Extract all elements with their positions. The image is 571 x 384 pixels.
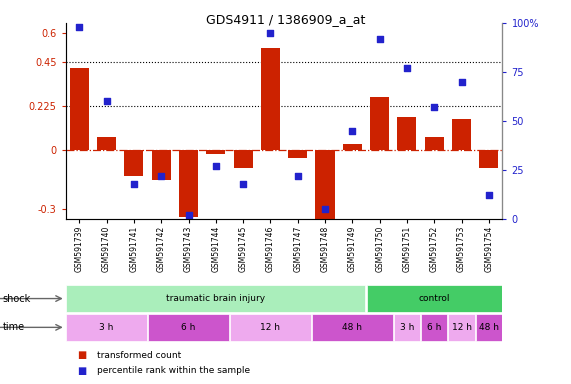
- Bar: [230, 314, 311, 341]
- Point: [266, 30, 275, 36]
- Point: [130, 180, 139, 187]
- Text: transformed count: transformed count: [97, 351, 182, 360]
- Bar: [179, 151, 198, 217]
- Point: [102, 98, 111, 104]
- Bar: [148, 314, 229, 341]
- Bar: [476, 314, 502, 341]
- Point: [239, 180, 248, 187]
- Point: [348, 127, 357, 134]
- Text: percentile rank within the sample: percentile rank within the sample: [97, 366, 250, 375]
- Bar: [70, 68, 89, 151]
- Bar: [448, 314, 475, 341]
- Bar: [312, 314, 393, 341]
- Bar: [124, 151, 143, 176]
- Text: GDS4911 / 1386909_a_at: GDS4911 / 1386909_a_at: [206, 13, 365, 26]
- Point: [484, 192, 493, 199]
- Point: [156, 173, 166, 179]
- Text: control: control: [419, 294, 450, 303]
- Text: 12 h: 12 h: [452, 323, 472, 332]
- Point: [429, 104, 439, 110]
- Bar: [394, 314, 420, 341]
- Point: [375, 36, 384, 42]
- Text: 3 h: 3 h: [400, 323, 414, 332]
- Text: 6 h: 6 h: [182, 323, 196, 332]
- Text: shock: shock: [3, 293, 31, 304]
- Point: [403, 65, 412, 71]
- Point: [320, 206, 329, 212]
- Bar: [288, 151, 307, 158]
- Text: traumatic brain injury: traumatic brain injury: [166, 294, 266, 303]
- Text: 6 h: 6 h: [427, 323, 441, 332]
- Text: 12 h: 12 h: [260, 323, 280, 332]
- Bar: [261, 48, 280, 151]
- Bar: [152, 151, 171, 180]
- Text: time: time: [3, 322, 25, 333]
- Bar: [206, 151, 226, 154]
- Bar: [421, 314, 447, 341]
- Text: ■: ■: [77, 366, 86, 376]
- Bar: [479, 151, 498, 168]
- Bar: [97, 137, 116, 151]
- Bar: [234, 151, 253, 168]
- Point: [457, 79, 466, 85]
- Point: [293, 173, 302, 179]
- Point: [75, 24, 84, 30]
- Bar: [425, 137, 444, 151]
- Text: 48 h: 48 h: [343, 323, 363, 332]
- Text: 48 h: 48 h: [479, 323, 499, 332]
- Bar: [66, 285, 365, 312]
- Point: [184, 212, 193, 218]
- Bar: [315, 151, 335, 225]
- Text: ■: ■: [77, 350, 86, 360]
- Bar: [367, 285, 502, 312]
- Bar: [370, 98, 389, 151]
- Point: [211, 163, 220, 169]
- Bar: [343, 144, 362, 151]
- Bar: [66, 314, 147, 341]
- Text: 3 h: 3 h: [99, 323, 114, 332]
- Bar: [452, 119, 471, 151]
- Bar: [397, 117, 416, 151]
